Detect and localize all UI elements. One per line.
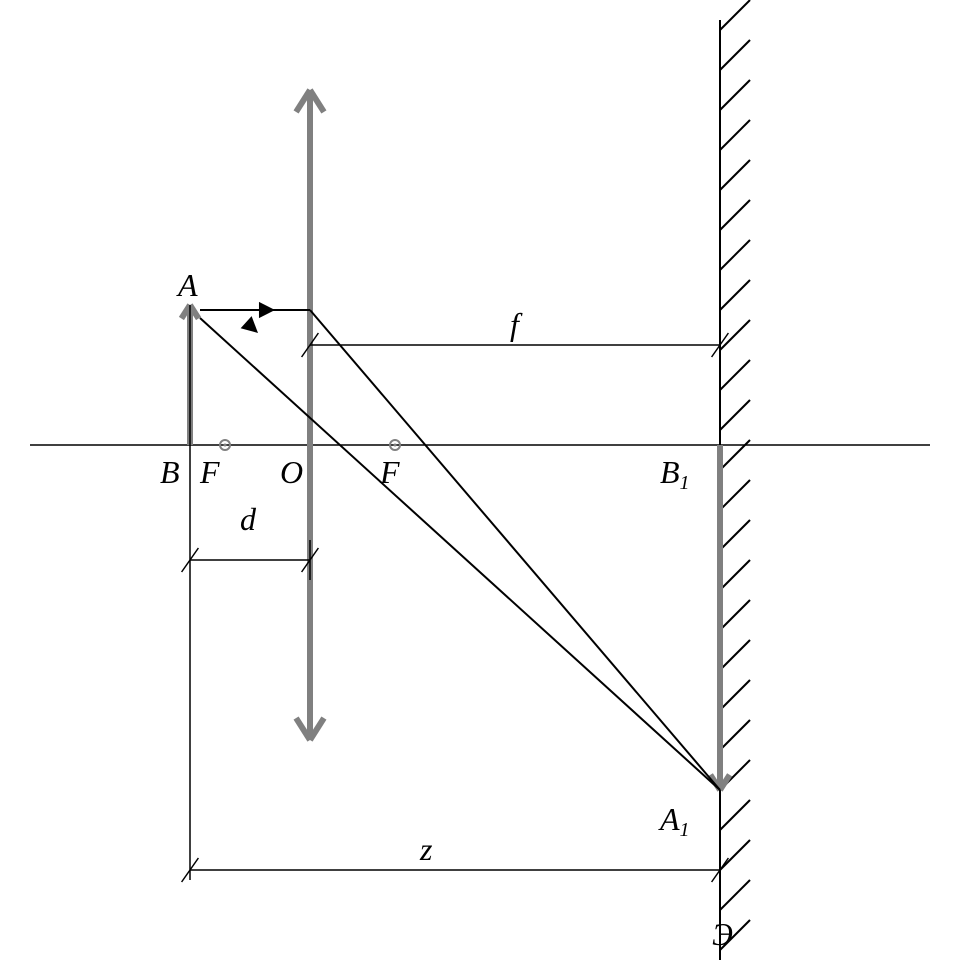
label-O: O: [280, 454, 303, 490]
label-z: z: [419, 831, 433, 867]
label-screen: Э: [712, 916, 733, 952]
label-A1: A1: [658, 801, 690, 841]
label-B1: B1: [660, 454, 690, 494]
ray-through-center: [200, 318, 720, 790]
label-d: d: [240, 501, 257, 537]
optics-diagram: ABFOFB1A1Эdfz: [0, 0, 958, 974]
label-A: A: [176, 267, 198, 303]
label-F-right: F: [379, 454, 400, 490]
label-F-left: F: [199, 454, 220, 490]
label-B: B: [160, 454, 180, 490]
label-f: f: [510, 306, 523, 342]
